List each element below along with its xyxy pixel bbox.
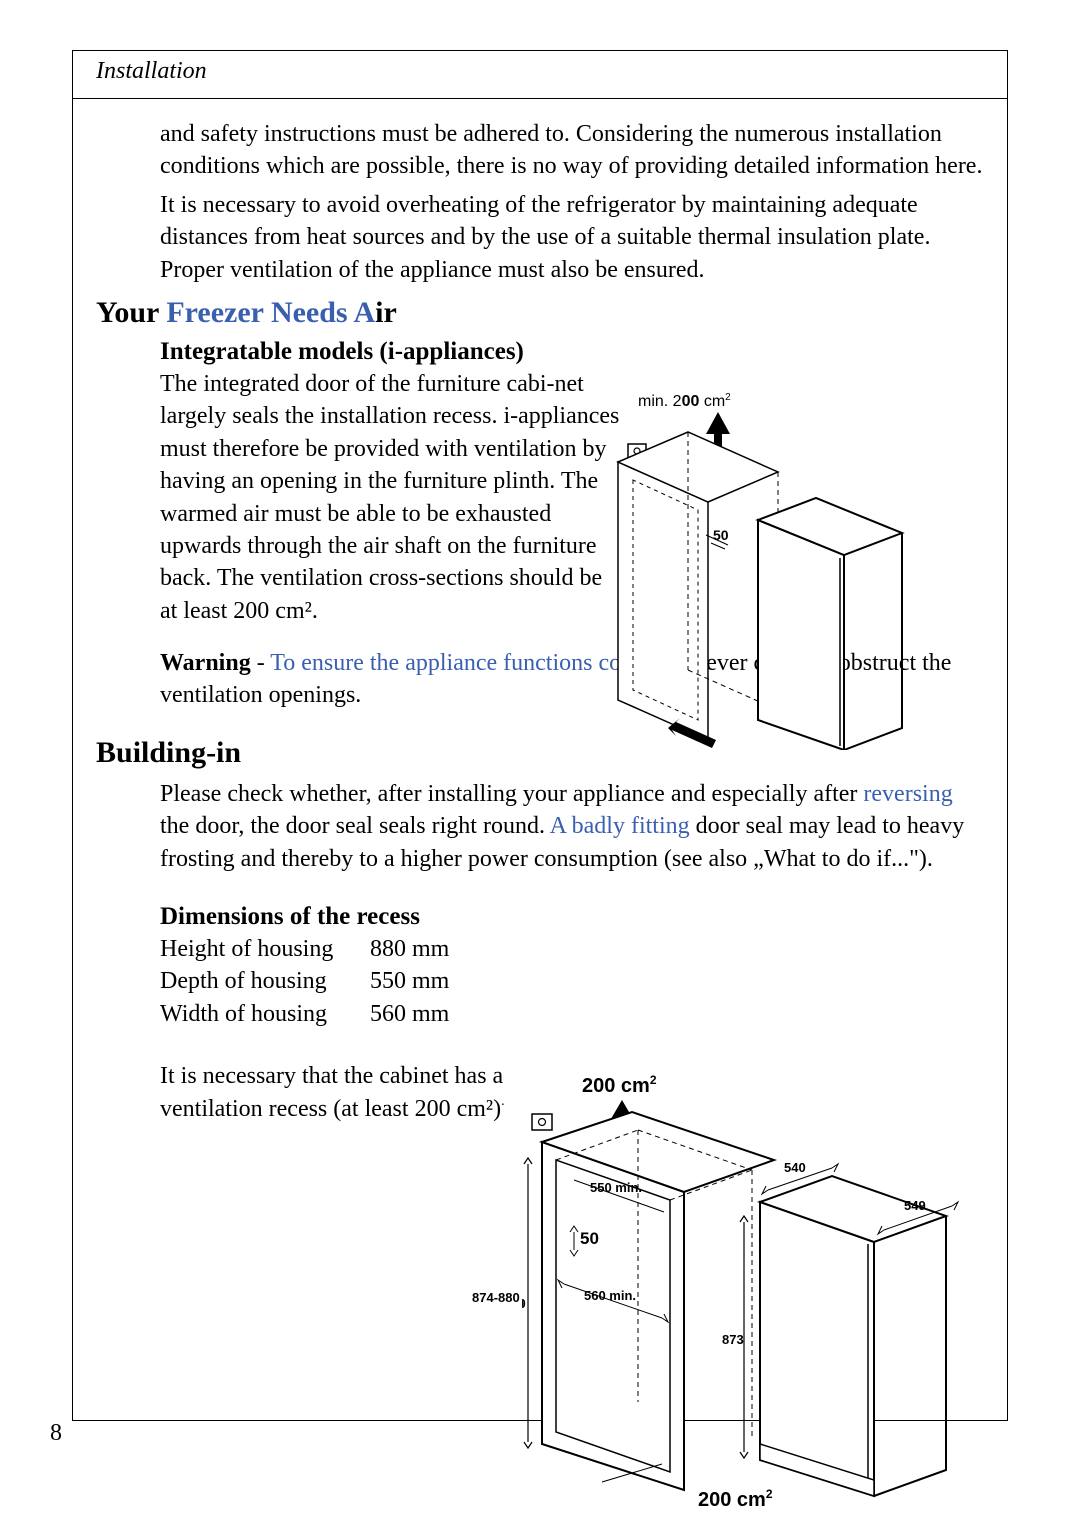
build-body-a: Please check whether, after installing y… — [160, 781, 863, 807]
dim-row: Width of housing 560 mm — [160, 998, 984, 1030]
dim-value: 560 mm — [370, 998, 449, 1030]
svg-text:550 min.: 550 min. — [590, 1180, 642, 1195]
vent-note-text: It is necessary that the cabinet has a v… — [160, 1063, 503, 1121]
title-part-b: Freezer Needs A — [166, 296, 375, 329]
build-body-b: reversing — [863, 781, 952, 807]
title-part-a: Your — [96, 296, 166, 329]
dim-label: Width of housing — [160, 998, 370, 1030]
header-section-label: Installation — [96, 58, 207, 85]
dim-row: Height of housing 880 mm — [160, 933, 984, 965]
intro-p2: It is necessary to avoid overheating of … — [160, 189, 984, 286]
svg-text:540: 540 — [784, 1160, 806, 1175]
warning-label: Warning — [160, 650, 251, 676]
svg-text:873: 873 — [722, 1332, 744, 1347]
page-number: 8 — [50, 1420, 62, 1447]
dim-874-880: 874-880 — [472, 1290, 520, 1305]
build-body: Please check whether, after installing y… — [160, 778, 984, 875]
svg-text:560 min.: 560 min. — [584, 1288, 636, 1303]
vent-note: It is necessary that the cabinet has a v… — [160, 1060, 540, 1125]
dim-label: Depth of housing — [160, 965, 370, 997]
section-air-title: Your Freezer Needs Air — [96, 296, 984, 330]
svg-text:200 cm2: 200 cm2 — [582, 1073, 657, 1097]
svg-text:50: 50 — [713, 527, 729, 543]
intro-p1: and safety instructions must be adhered … — [160, 118, 984, 183]
integratable-body: The integrated door of the furniture cab… — [160, 368, 620, 627]
svg-text:549: 549 — [904, 1198, 926, 1213]
dim-row: Depth of housing 550 mm — [160, 965, 984, 997]
ventilation-diagram-1: min. 200 cm2 50 — [598, 390, 928, 750]
warning-sep: - — [251, 650, 271, 676]
dim-label: Height of housing — [160, 933, 370, 965]
svg-text:50: 50 — [580, 1229, 599, 1248]
header-rule — [72, 98, 1008, 99]
dim-value: 550 mm — [370, 965, 449, 997]
svg-text:min. 200 cm2: min. 200 cm2 — [638, 392, 731, 410]
svg-text:200 cm2: 200 cm2 — [698, 1487, 773, 1511]
recess-dimensions-diagram: 200 cm2 874-880 874-880 550 min. 50 560 … — [512, 1072, 992, 1512]
title-part-c: ir — [375, 296, 397, 329]
dims-title: Dimensions of the recess — [160, 903, 984, 931]
dims-table: Height of housing 880 mm Depth of housin… — [160, 933, 984, 1030]
build-body-c: the door, the door seal seals right roun… — [160, 813, 550, 839]
dim-value: 880 mm — [370, 933, 449, 965]
integratable-subtitle: Integratable models (i-appliances) — [160, 338, 984, 366]
build-body-d: A badly fitting — [550, 813, 690, 839]
